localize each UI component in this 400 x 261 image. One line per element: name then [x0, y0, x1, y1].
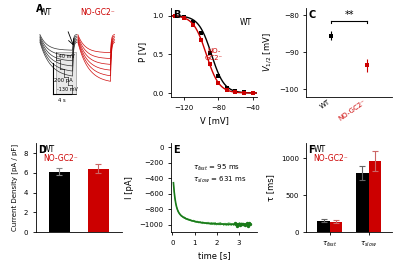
X-axis label: time [s]: time [s] — [198, 252, 230, 260]
Y-axis label: τ [ms]: τ [ms] — [266, 174, 275, 201]
Point — [242, 222, 249, 226]
Bar — [317, 221, 330, 232]
Text: WT: WT — [43, 145, 55, 154]
Text: D: D — [38, 145, 46, 155]
Text: 200 pA: 200 pA — [54, 78, 73, 83]
Text: **: ** — [344, 10, 354, 20]
Point — [247, 222, 253, 226]
Text: A: A — [36, 4, 44, 14]
Bar — [330, 222, 342, 232]
Text: NO-GC2⁻: NO-GC2⁻ — [43, 154, 78, 163]
Text: NO-GC2⁻: NO-GC2⁻ — [313, 154, 348, 163]
Point — [232, 221, 239, 226]
Bar — [49, 172, 70, 232]
Text: F: F — [308, 145, 315, 155]
Point — [236, 222, 242, 226]
Bar — [88, 169, 109, 232]
Text: $\tau_{fast}$ = 95 ms
$\tau_{slow}$ = 631 ms: $\tau_{fast}$ = 95 ms $\tau_{slow}$ = 63… — [194, 163, 247, 185]
Text: E: E — [173, 145, 180, 155]
Point — [245, 223, 251, 228]
Y-axis label: P [V]: P [V] — [138, 42, 147, 62]
Text: WT: WT — [40, 8, 52, 17]
Text: NO-GC2⁻: NO-GC2⁻ — [80, 8, 114, 17]
Text: WT: WT — [240, 18, 252, 27]
Y-axis label: I [pA]: I [pA] — [125, 176, 134, 199]
Point — [246, 221, 252, 225]
Text: 4 s: 4 s — [58, 98, 66, 103]
Text: NO-
GC2⁻: NO- GC2⁻ — [205, 49, 223, 62]
Point — [234, 224, 240, 228]
Text: C: C — [308, 10, 315, 20]
Point — [244, 221, 250, 225]
Text: -40 mV: -40 mV — [57, 54, 74, 59]
Text: B: B — [173, 10, 180, 20]
FancyBboxPatch shape — [56, 52, 76, 94]
Text: WT: WT — [313, 145, 325, 154]
Text: -130 mV: -130 mV — [57, 87, 78, 92]
Y-axis label: $V_{1/2}$ [mV]: $V_{1/2}$ [mV] — [261, 33, 274, 72]
Point — [235, 222, 241, 227]
Y-axis label: Current Density [pA / pF]: Current Density [pA / pF] — [12, 144, 18, 231]
Point — [238, 222, 244, 226]
Point — [237, 223, 243, 227]
Bar — [369, 161, 381, 232]
Point — [231, 221, 238, 225]
Point — [240, 222, 247, 227]
Point — [241, 223, 248, 227]
X-axis label: V [mV]: V [mV] — [200, 116, 228, 125]
Point — [239, 222, 246, 226]
Bar — [356, 173, 369, 232]
